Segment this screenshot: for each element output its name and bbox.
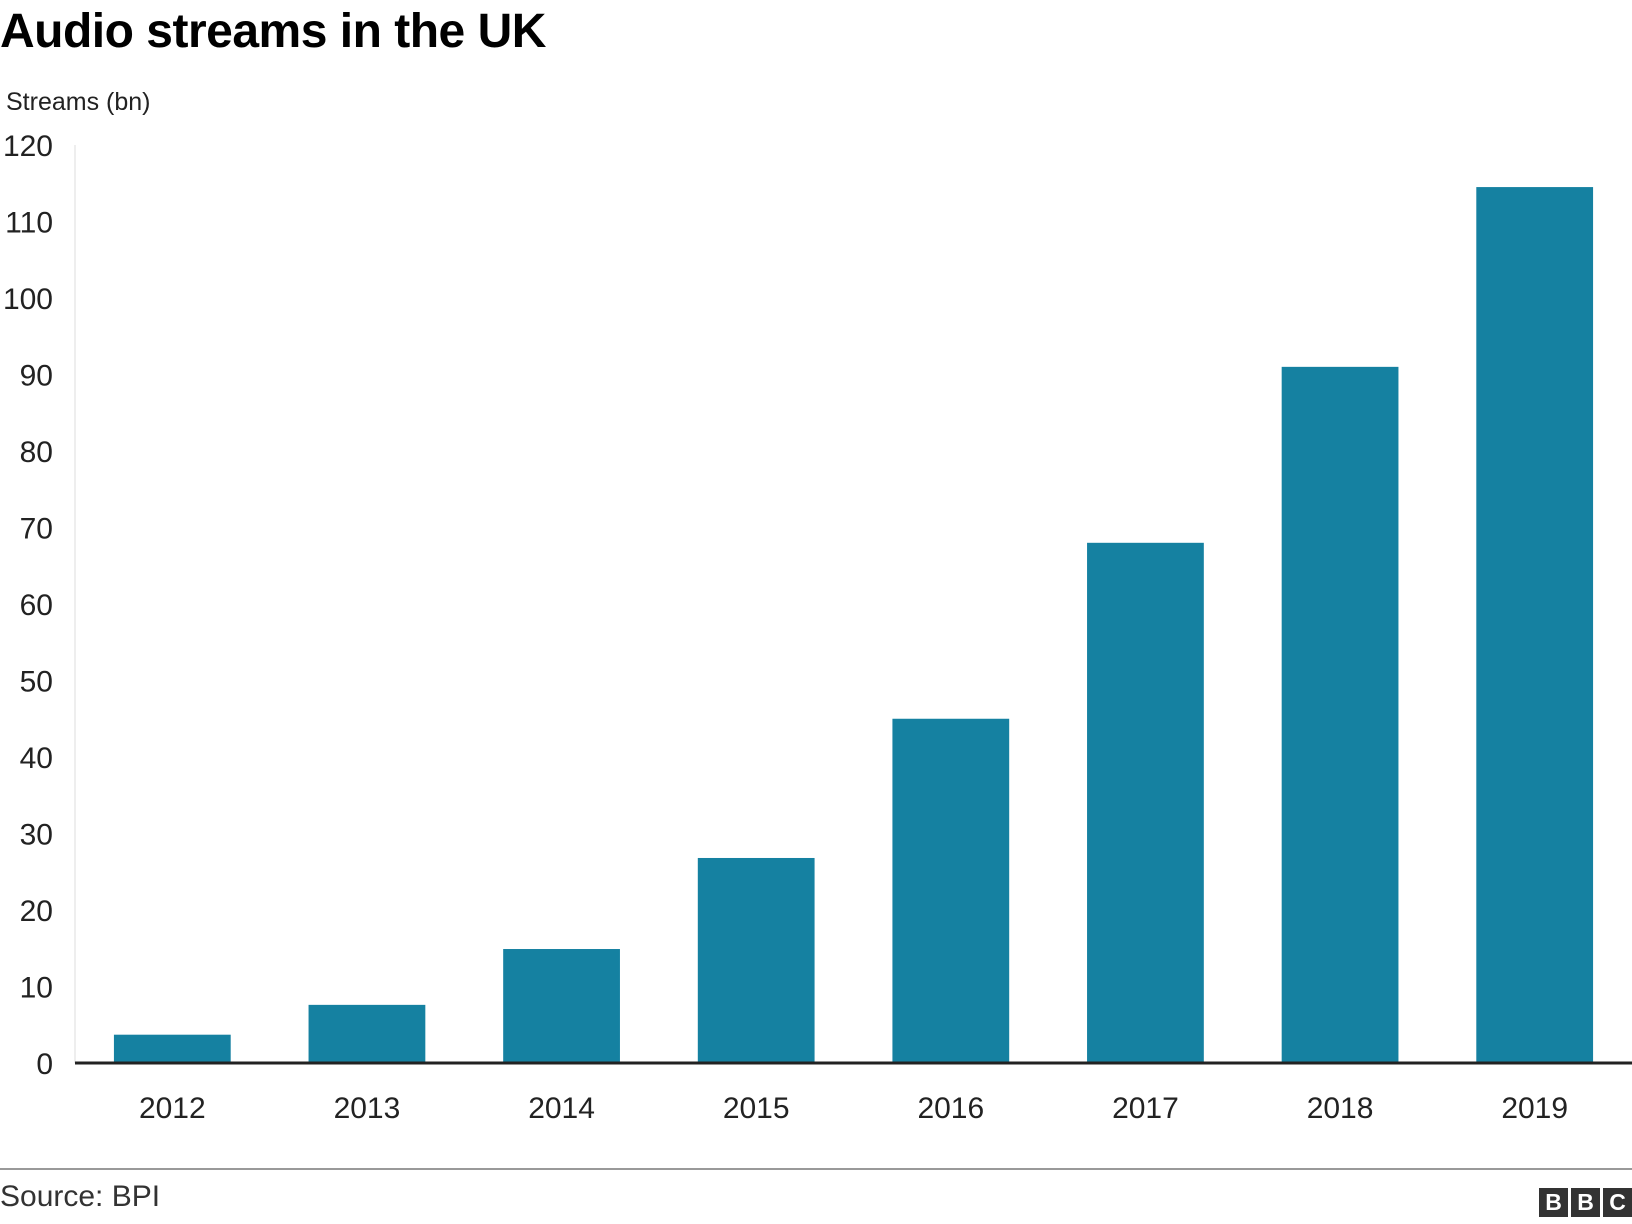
y-tick-label: 40 (20, 742, 53, 775)
y-tick-label: 80 (20, 436, 53, 469)
logo-letter: C (1603, 1188, 1632, 1217)
x-tick-label: 2013 (334, 1092, 401, 1125)
bar-2018 (1281, 366, 1399, 1064)
x-tick-label: 2016 (917, 1092, 984, 1125)
y-tick-label: 20 (20, 895, 53, 928)
source-note: Source: BPI (0, 1180, 161, 1213)
bar-2019 (1476, 187, 1594, 1063)
chart-title: Audio streams in the UK (0, 5, 546, 58)
bar-2012 (113, 1034, 231, 1063)
bar-2016 (892, 718, 1010, 1063)
bars (113, 187, 1594, 1064)
x-tick-label: 2015 (723, 1092, 790, 1125)
y-tick-label: 120 (3, 130, 53, 163)
y-tick-label: 50 (20, 666, 53, 699)
bar-2017 (1087, 542, 1204, 1063)
y-tick-label: 70 (20, 513, 53, 546)
x-tick-label: 2018 (1307, 1092, 1374, 1125)
y-tick-label: 60 (20, 589, 53, 622)
x-axis: 2012 2013 2014 2015 2016 2017 2018 2019 (139, 1092, 1568, 1125)
x-tick-label: 2014 (528, 1092, 595, 1125)
y-tick-label: 0 (36, 1048, 53, 1081)
y-axis: 0 10 20 30 40 50 60 70 80 90 100 110 120 (3, 130, 76, 1081)
bar-2015 (697, 857, 815, 1063)
y-tick-label: 10 (20, 972, 53, 1005)
y-tick-label: 90 (20, 360, 53, 393)
footer-divider (0, 1168, 1632, 1170)
y-tick-label: 30 (20, 819, 53, 852)
bbc-logo: B B C (1539, 1188, 1632, 1217)
logo-letter: B (1539, 1188, 1568, 1217)
x-tick-label: 2012 (139, 1092, 206, 1125)
x-tick-label: 2019 (1501, 1092, 1568, 1125)
x-tick-label: 2017 (1112, 1092, 1179, 1125)
bar-2014 (503, 949, 620, 1063)
logo-letter: B (1571, 1188, 1600, 1217)
y-tick-label: 100 (3, 283, 53, 316)
y-axis-label: Streams (bn) (6, 88, 150, 116)
y-tick-label: 110 (5, 207, 53, 240)
bar-2013 (308, 1004, 426, 1063)
